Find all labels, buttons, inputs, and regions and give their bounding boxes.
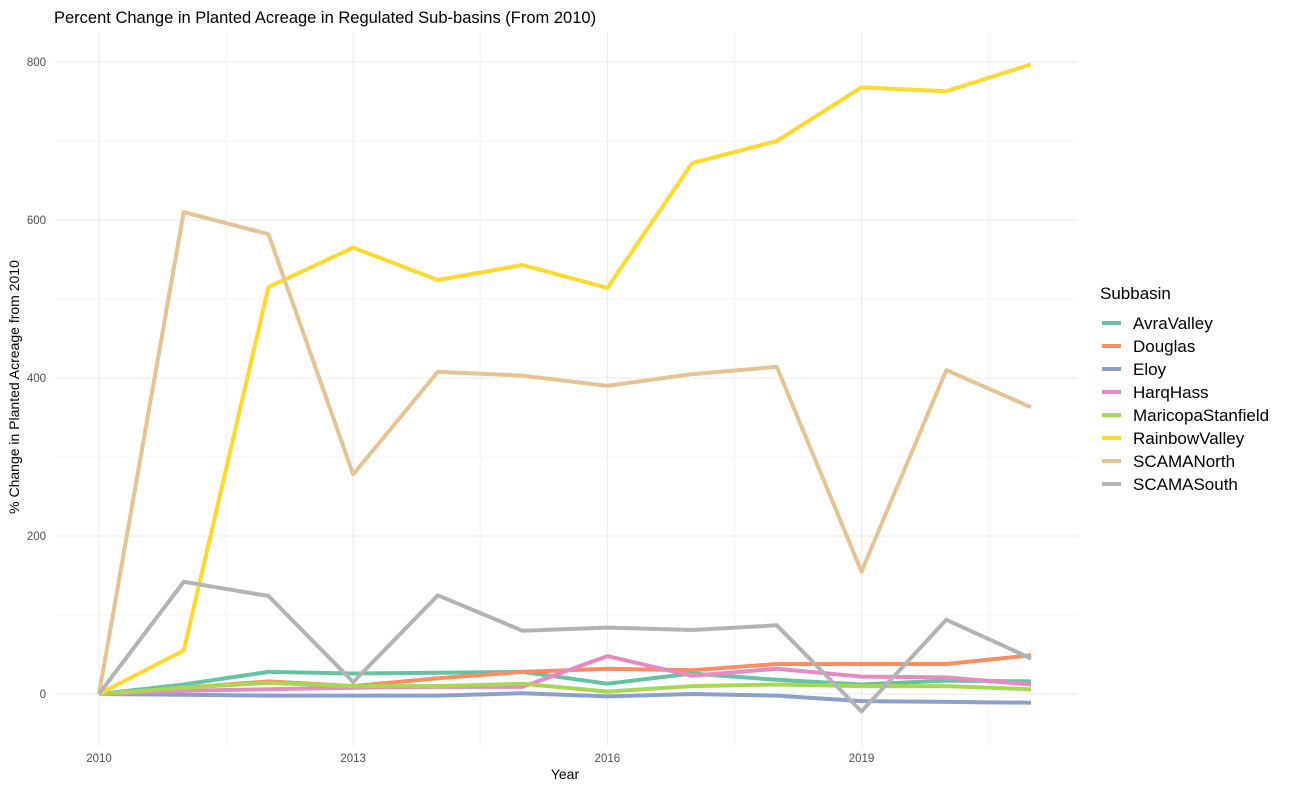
x-axis-title: Year — [551, 766, 580, 782]
legend-label: RainbowValley — [1133, 429, 1245, 448]
legend-label: MaricopaStanfield — [1133, 406, 1269, 425]
series-line-harqhass — [98, 654, 1032, 696]
legend-label: HarqHass — [1133, 383, 1209, 402]
x-tick-label: 2013 — [340, 753, 366, 765]
legend-item-maricopastanfield: MaricopaStanfield — [1102, 406, 1269, 425]
legend-label: AvraValley — [1133, 314, 1213, 333]
legend-item-eloy: Eloy — [1102, 360, 1167, 379]
y-tick-label: 800 — [27, 57, 46, 69]
chart-title: Percent Change in Planted Acreage in Reg… — [54, 9, 596, 27]
legend-label: Douglas — [1133, 337, 1195, 356]
legend-label: SCAMANorth — [1133, 452, 1235, 471]
y-axis-title: % Change in Planted Acreage from 2010 — [6, 260, 22, 514]
y-tick-label: 400 — [27, 373, 46, 385]
series-line-avravalley — [98, 669, 1032, 696]
series-line-maricopastanfield — [98, 680, 1032, 696]
x-tick-label: 2019 — [849, 753, 875, 765]
y-axis-ticks: 0 200 400 600 800 — [27, 57, 46, 701]
x-axis-ticks: 2010 2013 2016 2019 — [86, 753, 874, 765]
series-line-eloy — [98, 691, 1032, 705]
series-line-scamanorth — [97, 210, 1032, 695]
plot-grid — [55, 32, 1078, 746]
series-lines — [97, 62, 1032, 714]
legend-item-harqhass: HarqHass — [1102, 383, 1209, 402]
legend-label: Eloy — [1133, 360, 1167, 379]
legend-item-rainbowvalley: RainbowValley — [1102, 429, 1245, 448]
series-line-scamasouth — [97, 579, 1032, 714]
legend-item-avravalley: AvraValley — [1102, 314, 1213, 333]
y-tick-label: 600 — [27, 215, 46, 227]
legend-item-scamanorth: SCAMANorth — [1102, 452, 1235, 471]
series-line-rainbowvalley — [98, 62, 1032, 696]
legend-title: Subbasin — [1100, 284, 1171, 303]
legend-item-douglas: Douglas — [1102, 337, 1195, 356]
x-tick-label: 2010 — [86, 753, 112, 765]
legend-label: SCAMASouth — [1133, 475, 1238, 494]
y-tick-label: 0 — [40, 689, 46, 701]
legend: Subbasin AvraValley Douglas Eloy HarqHass Ma… — [1100, 284, 1269, 494]
y-tick-label: 200 — [27, 531, 46, 543]
x-tick-label: 2016 — [595, 753, 621, 765]
legend-item-scamasouth: SCAMASouth — [1102, 475, 1238, 494]
